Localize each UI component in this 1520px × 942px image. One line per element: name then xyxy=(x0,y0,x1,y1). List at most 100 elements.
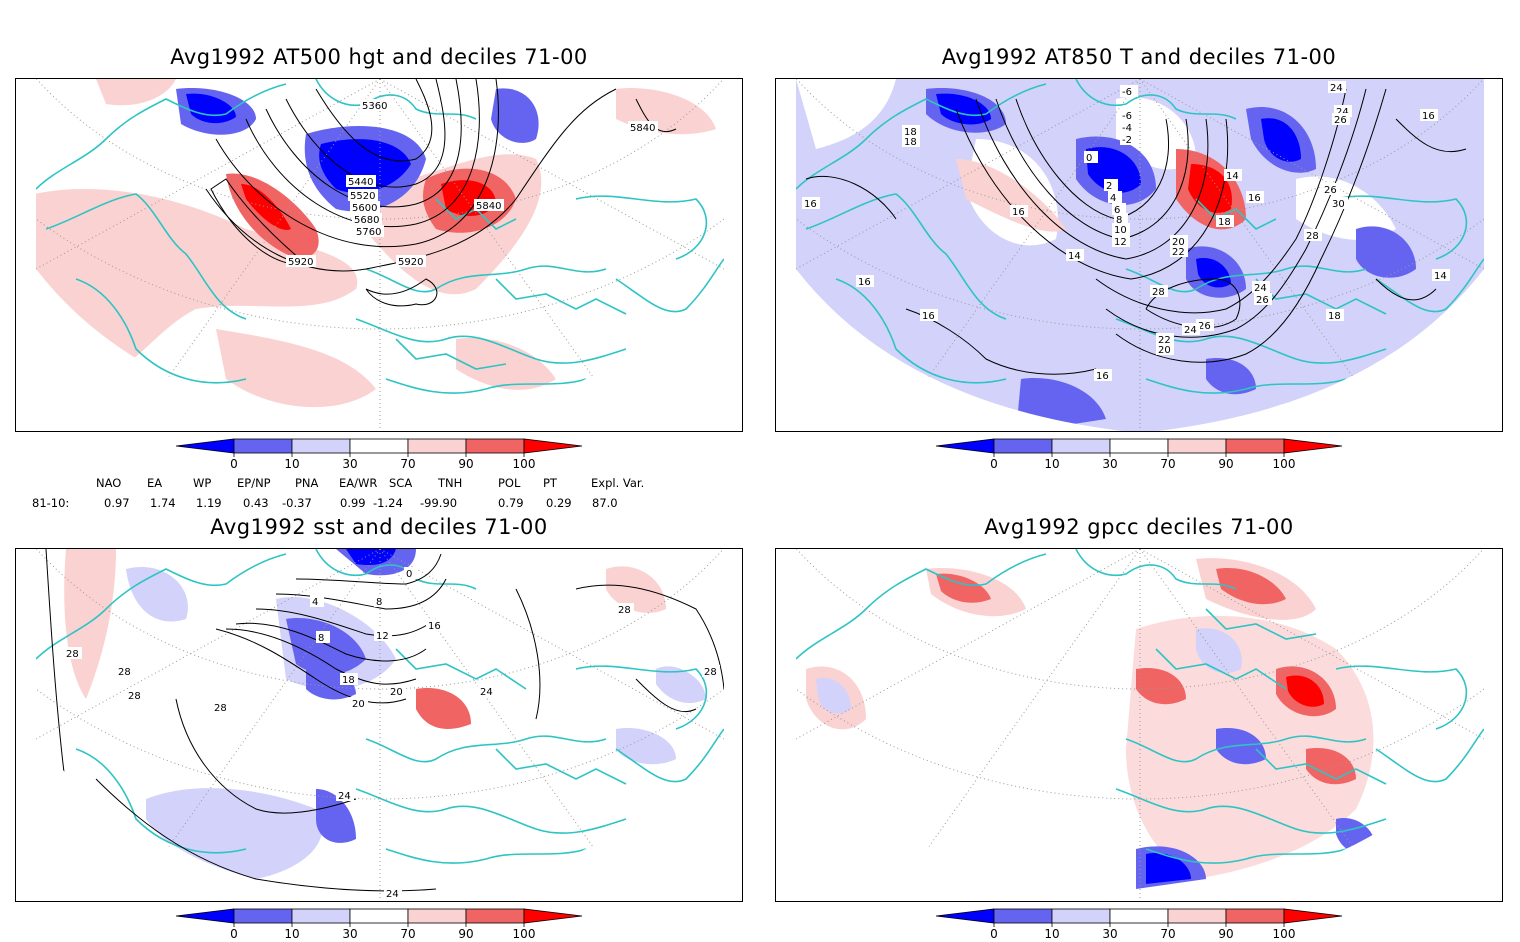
colorbar-swatch xyxy=(523,438,583,454)
contour-label: 16 xyxy=(1248,193,1261,204)
index-header: EA/WR xyxy=(339,476,378,490)
colorbar-swatch xyxy=(291,908,351,924)
colorbar-swatch xyxy=(1051,438,1111,454)
colorbar-swatch xyxy=(233,908,293,924)
contour-label: 28 xyxy=(118,667,131,678)
contour-label: 26 xyxy=(1334,115,1347,126)
index-header: EP/NP xyxy=(237,476,271,490)
colorbar-swatch xyxy=(1051,908,1111,924)
contour-label: 5920 xyxy=(398,257,423,268)
contour-label: 20 xyxy=(1172,237,1185,248)
contour-label: 28 xyxy=(704,667,717,678)
index-row-label: 81-10: xyxy=(32,496,70,510)
colorbar-tick-label: 10 xyxy=(1044,927,1059,941)
colorbar-tick-label: 70 xyxy=(400,457,415,471)
contour-label: 5520 xyxy=(350,191,375,202)
index-header: SCA xyxy=(389,476,413,490)
colorbar-swatch xyxy=(349,908,409,924)
contour-label: 16 xyxy=(922,311,935,322)
colorbar-swatch xyxy=(1109,908,1169,924)
index-value: 0.43 xyxy=(243,496,269,510)
colorbar-tick-label: 90 xyxy=(1218,457,1233,471)
colorbar-swatch xyxy=(175,908,235,924)
contour-label: 0 xyxy=(406,569,412,580)
index-value: 0.99 xyxy=(340,496,366,510)
contour-label: 16 xyxy=(1012,207,1025,218)
contour-label: 16 xyxy=(858,277,871,288)
panel-title-t850: Avg1992 AT850 T and deciles 71-00 xyxy=(941,45,1337,69)
index-header: PNA xyxy=(295,476,319,490)
colorbar-tick-label: 0 xyxy=(990,457,998,471)
contour-label: 16 xyxy=(1422,111,1435,122)
contour-label: 24 xyxy=(1254,283,1267,294)
colorbar-gpcc: 0 10 30 70 90 100 xyxy=(935,908,1356,942)
contour-label: 5360 xyxy=(362,101,387,112)
contour-label: 16 xyxy=(1096,371,1109,382)
colorbar-swatch xyxy=(465,908,525,924)
colorbar-swatch xyxy=(407,908,467,924)
colorbar-swatch xyxy=(993,438,1053,454)
index-header: PT xyxy=(543,476,557,490)
contour-label: 24 xyxy=(1184,325,1197,336)
index-value: 87.0 xyxy=(592,496,618,510)
contour-label: -6 xyxy=(1122,111,1132,122)
contour-label: 8 xyxy=(1116,215,1122,226)
contour-label: 8 xyxy=(376,597,382,608)
colorbar-swatch xyxy=(349,438,409,454)
colorbar-tick-label: 10 xyxy=(284,457,299,471)
index-value: 1.19 xyxy=(196,496,222,510)
contour-label: 28 xyxy=(66,649,79,660)
colorbar-tick-label: 30 xyxy=(342,927,357,941)
colorbar-tick-label: 90 xyxy=(1218,927,1233,941)
index-value: -0.37 xyxy=(282,496,312,510)
contour-label: 6 xyxy=(1114,205,1120,216)
map-gpcc xyxy=(775,548,1503,902)
colorbar-swatch xyxy=(935,908,995,924)
colorbar-swatch xyxy=(291,438,351,454)
contour-label: 24 xyxy=(386,889,399,900)
colorbar-tick-label: 90 xyxy=(458,457,473,471)
index-value: 1.74 xyxy=(150,496,176,510)
index-value: 0.79 xyxy=(498,496,524,510)
colorbar-t850: 0 10 30 70 90 100 xyxy=(935,438,1356,472)
colorbar-swatch xyxy=(1167,908,1227,924)
contour-label: 26 xyxy=(1256,295,1269,306)
panel-title-z500: Avg1992 AT500 hgt and deciles 71-00 xyxy=(170,45,588,69)
map-z500: 5360 5840 5440 5520 5600 5680 5760 5840 … xyxy=(15,78,743,432)
index-header: EA xyxy=(147,476,163,490)
contour-label: 5840 xyxy=(630,123,655,134)
contour-label: 24 xyxy=(1330,83,1343,94)
colorbar-swatch xyxy=(175,438,235,454)
colorbar-tick-label: 0 xyxy=(230,457,238,471)
contour-label: 0 xyxy=(1086,153,1092,164)
panel-title-sst: Avg1992 sst and deciles 71-00 xyxy=(210,515,548,539)
contour-label: 12 xyxy=(1114,237,1127,248)
contour-label: 20 xyxy=(352,699,365,710)
contour-label: 22 xyxy=(1172,247,1185,258)
contour-label: 14 xyxy=(1226,171,1239,182)
colorbar-tick-label: 70 xyxy=(1160,927,1175,941)
colorbar-tick-label: 30 xyxy=(1102,457,1117,471)
contour-label: 30 xyxy=(1332,199,1345,210)
colorbar-tick-label: 100 xyxy=(1273,927,1296,941)
colorbar-tick-label: 100 xyxy=(513,927,536,941)
colorbar-swatch xyxy=(1225,438,1285,454)
colorbar-sst: 0 10 30 70 90 100 xyxy=(175,908,596,942)
colorbar-swatch xyxy=(1283,908,1343,924)
contour-label: 5920 xyxy=(288,257,313,268)
colorbar-swatch xyxy=(935,438,995,454)
colorbar-swatch xyxy=(1167,438,1227,454)
contour-label: 5440 xyxy=(348,177,373,188)
index-header: WP xyxy=(193,476,212,490)
colorbar-tick-label: 10 xyxy=(284,927,299,941)
colorbar-tick-label: 70 xyxy=(1160,457,1175,471)
index-header: NAO xyxy=(96,476,122,490)
index-header: POL xyxy=(498,476,521,490)
colorbar-swatch xyxy=(233,438,293,454)
index-header: Expl. Var. xyxy=(591,476,645,490)
contour-label: 26 xyxy=(1324,185,1337,196)
contour-label: 5600 xyxy=(352,203,377,214)
colorbar-tick-label: 90 xyxy=(458,927,473,941)
contour-label: -4 xyxy=(1122,123,1132,134)
colorbar-swatch xyxy=(523,908,583,924)
